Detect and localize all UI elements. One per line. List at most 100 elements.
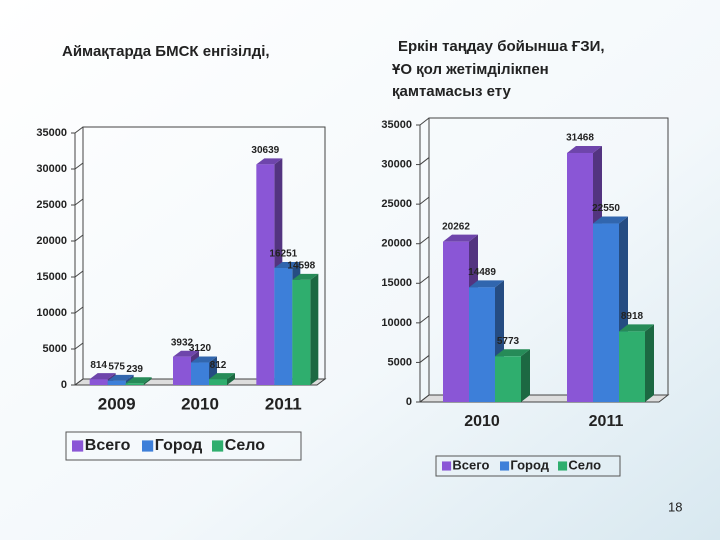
data-label: 575 bbox=[108, 362, 125, 373]
legend-swatch bbox=[212, 440, 224, 452]
data-label: 22550 bbox=[592, 203, 620, 214]
bar-top bbox=[292, 273, 319, 280]
grid-line bbox=[419, 196, 430, 205]
bar-side bbox=[227, 373, 235, 385]
grid-line bbox=[419, 117, 430, 126]
grid-line bbox=[419, 236, 430, 245]
bar-top bbox=[567, 145, 602, 153]
y-tick-label: 5000 bbox=[388, 356, 412, 368]
y-tick-label: 30000 bbox=[36, 163, 67, 175]
data-label: 31468 bbox=[566, 133, 594, 144]
x-tick-label: 2011 bbox=[265, 394, 302, 413]
grid-line bbox=[74, 306, 84, 314]
data-label: 16251 bbox=[269, 249, 297, 260]
y-tick-label: 35000 bbox=[381, 119, 412, 131]
slide-title-right: қамтамасыз ету bbox=[392, 83, 512, 100]
bar bbox=[274, 267, 293, 385]
bar-top bbox=[256, 158, 283, 165]
data-label: 239 bbox=[126, 364, 143, 375]
bar-top bbox=[191, 356, 217, 363]
data-label: 814 bbox=[90, 360, 107, 371]
bar-top bbox=[495, 349, 530, 357]
legend-swatch bbox=[558, 461, 568, 471]
legend-label: Всего bbox=[452, 457, 489, 472]
grid-line bbox=[419, 355, 430, 363]
bar-side bbox=[310, 273, 319, 385]
y-tick-label: 20000 bbox=[381, 238, 412, 250]
y-tick-label: 20000 bbox=[36, 235, 67, 247]
grid-line bbox=[419, 275, 430, 284]
y-tick-label: 25000 bbox=[381, 198, 412, 210]
y-tick-label: 10000 bbox=[381, 317, 412, 329]
bar bbox=[567, 152, 593, 402]
grid-line bbox=[74, 198, 84, 206]
bar-top bbox=[593, 216, 628, 224]
grid-line bbox=[74, 234, 84, 242]
legend-box bbox=[65, 431, 302, 461]
bar bbox=[292, 279, 311, 385]
data-label: 14598 bbox=[287, 261, 315, 272]
page-number: 18 bbox=[668, 499, 682, 514]
legend-swatch bbox=[500, 461, 510, 471]
data-label: 812 bbox=[210, 360, 227, 371]
grid-line bbox=[419, 394, 430, 403]
data-label: 3932 bbox=[171, 337, 194, 348]
slide-title-right: Еркін таңдау бойынша ҒЗИ, bbox=[398, 38, 605, 55]
slide-title-right: ҰО қол жетімділікпен bbox=[392, 61, 549, 78]
grid-line bbox=[74, 126, 84, 134]
legend-swatch bbox=[442, 461, 452, 471]
bar bbox=[191, 362, 209, 385]
grid-line bbox=[74, 342, 84, 350]
legend-label: Город bbox=[510, 457, 549, 472]
bar bbox=[125, 383, 144, 385]
grid-line bbox=[74, 378, 84, 386]
grid-line bbox=[419, 157, 430, 165]
x-tick-label: 2011 bbox=[589, 413, 624, 430]
bar-top bbox=[107, 374, 134, 381]
bar bbox=[89, 379, 108, 385]
bar-side bbox=[645, 324, 654, 402]
bar-top bbox=[125, 377, 152, 384]
bar-top bbox=[469, 280, 504, 288]
bar bbox=[256, 164, 275, 385]
data-label: 20262 bbox=[442, 221, 470, 232]
bar-top bbox=[173, 350, 199, 357]
bar-top bbox=[443, 234, 478, 242]
legend-swatch bbox=[142, 440, 154, 452]
x-tick-label: 2009 bbox=[98, 394, 136, 413]
x-tick-label: 2010 bbox=[464, 413, 500, 430]
bar bbox=[107, 380, 126, 385]
bar-top bbox=[209, 373, 235, 380]
bar bbox=[495, 356, 521, 402]
bar bbox=[469, 287, 495, 402]
data-label: 8918 bbox=[621, 311, 644, 322]
y-tick-label: 0 bbox=[406, 396, 412, 408]
bar bbox=[619, 331, 645, 402]
data-label: 30639 bbox=[251, 145, 279, 156]
y-tick-label: 0 bbox=[61, 379, 67, 391]
legend-label: Всего bbox=[85, 437, 131, 454]
y-tick-label: 10000 bbox=[36, 307, 67, 319]
legend-label: Город bbox=[155, 437, 203, 454]
legend-label: Село bbox=[568, 457, 601, 472]
grid-line bbox=[419, 315, 430, 324]
y-tick-label: 5000 bbox=[43, 343, 67, 355]
bar bbox=[173, 356, 191, 385]
bar-top bbox=[619, 324, 654, 332]
legend-box bbox=[435, 455, 621, 477]
bar bbox=[593, 223, 619, 402]
y-tick-label: 35000 bbox=[36, 127, 67, 139]
data-label: 5773 bbox=[497, 336, 520, 347]
slide-title-left: Аймақтарда БМСК енгізілді, bbox=[62, 43, 270, 60]
bar-side bbox=[143, 377, 152, 385]
data-label: 14489 bbox=[468, 267, 496, 278]
data-label: 3120 bbox=[189, 343, 212, 354]
legend-label: Село bbox=[225, 437, 265, 454]
bar-top bbox=[89, 373, 116, 380]
legend-swatch bbox=[72, 440, 84, 452]
bar bbox=[443, 241, 469, 402]
grid-line bbox=[74, 162, 84, 170]
y-tick-label: 15000 bbox=[381, 277, 412, 289]
bar-top bbox=[274, 261, 301, 268]
